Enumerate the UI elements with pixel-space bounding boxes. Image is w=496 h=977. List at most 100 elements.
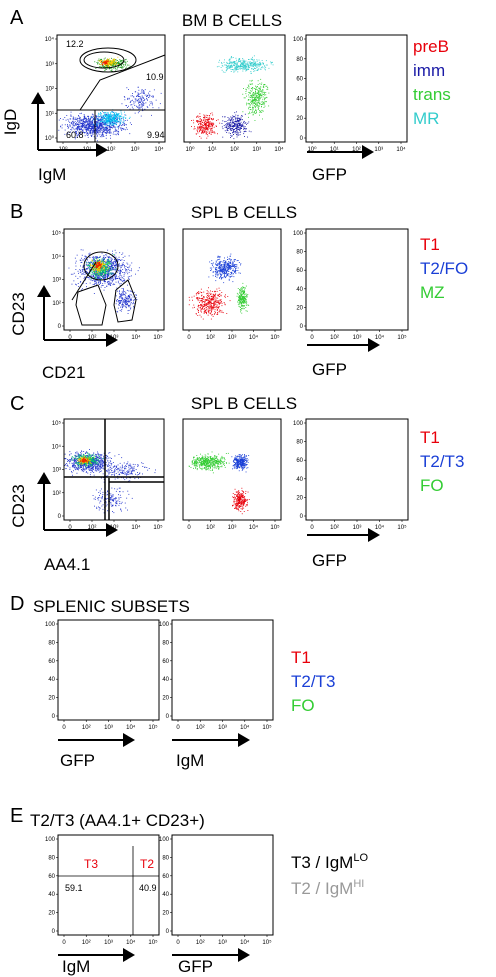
dot bbox=[95, 123, 97, 125]
dot bbox=[102, 135, 104, 137]
dot bbox=[219, 273, 221, 275]
dot bbox=[243, 65, 245, 67]
dot bbox=[115, 59, 117, 61]
dot bbox=[90, 125, 92, 127]
dot bbox=[113, 278, 115, 280]
dot bbox=[101, 125, 103, 127]
dot bbox=[228, 123, 230, 125]
dot bbox=[93, 276, 95, 278]
dot bbox=[96, 268, 97, 270]
dot bbox=[235, 114, 237, 116]
dot bbox=[210, 124, 212, 126]
dot bbox=[119, 119, 121, 121]
dot bbox=[138, 100, 140, 102]
dot bbox=[232, 115, 234, 117]
dot bbox=[92, 256, 94, 258]
dot bbox=[218, 262, 220, 264]
dot bbox=[219, 271, 221, 273]
dot bbox=[102, 266, 104, 268]
dot bbox=[228, 265, 230, 267]
dot bbox=[108, 263, 110, 265]
dot bbox=[205, 114, 207, 116]
dot bbox=[114, 119, 116, 121]
dot bbox=[238, 123, 240, 124]
dot bbox=[114, 61, 116, 63]
dot bbox=[109, 120, 111, 122]
dot bbox=[220, 274, 222, 276]
dot bbox=[126, 105, 127, 107]
dot bbox=[93, 258, 95, 260]
dot bbox=[106, 121, 107, 123]
dot bbox=[239, 130, 241, 131]
dot bbox=[101, 66, 103, 68]
dot bbox=[112, 273, 114, 274]
dot bbox=[106, 285, 108, 287]
dot bbox=[152, 96, 154, 98]
dot bbox=[100, 123, 102, 124]
dot bbox=[210, 122, 212, 124]
dot bbox=[204, 117, 205, 119]
dot bbox=[89, 273, 91, 275]
dot bbox=[226, 269, 227, 271]
dot bbox=[78, 133, 80, 134]
dot bbox=[243, 133, 245, 135]
dot bbox=[95, 137, 97, 139]
dot bbox=[125, 307, 127, 309]
dot bbox=[123, 116, 125, 118]
dot bbox=[227, 125, 229, 127]
dot bbox=[108, 66, 110, 68]
dot bbox=[104, 117, 106, 119]
dot bbox=[221, 126, 223, 128]
dot bbox=[85, 263, 87, 265]
dot bbox=[97, 261, 98, 263]
dot bbox=[121, 266, 122, 268]
dot bbox=[80, 125, 82, 127]
dot bbox=[233, 68, 235, 70]
dot bbox=[122, 280, 124, 281]
dot bbox=[210, 134, 212, 135]
dot bbox=[111, 266, 113, 268]
dot bbox=[222, 269, 223, 270]
dot bbox=[76, 128, 78, 130]
dot bbox=[89, 119, 91, 121]
dot bbox=[242, 119, 243, 121]
dot bbox=[120, 283, 122, 285]
dot bbox=[211, 260, 213, 262]
dot bbox=[121, 301, 123, 303]
dot bbox=[91, 135, 93, 137]
dot bbox=[139, 104, 141, 106]
dot bbox=[100, 59, 101, 61]
dot bbox=[242, 63, 244, 64]
dot bbox=[102, 63, 104, 65]
dot bbox=[107, 130, 109, 131]
dot bbox=[98, 271, 100, 273]
dot bbox=[223, 269, 225, 271]
dot bbox=[98, 265, 100, 267]
dot bbox=[107, 65, 109, 67]
dot bbox=[89, 252, 91, 254]
dot bbox=[98, 277, 100, 279]
dot bbox=[92, 124, 94, 126]
dot bbox=[196, 129, 198, 131]
dot bbox=[110, 263, 112, 264]
dot bbox=[209, 121, 211, 123]
dot bbox=[81, 257, 82, 259]
dot bbox=[231, 56, 232, 57]
dot bbox=[255, 112, 257, 114]
dot bbox=[260, 64, 262, 66]
dot bbox=[220, 276, 221, 277]
dot bbox=[243, 61, 245, 62]
dot bbox=[243, 59, 245, 61]
dot bbox=[122, 252, 124, 254]
dot bbox=[235, 68, 236, 70]
dot bbox=[207, 135, 209, 137]
dot bbox=[233, 129, 234, 131]
dot bbox=[92, 131, 94, 133]
dot bbox=[196, 116, 197, 118]
dot bbox=[82, 265, 84, 267]
dot bbox=[138, 108, 140, 110]
dot bbox=[144, 89, 146, 91]
dot bbox=[228, 119, 230, 120]
dot bbox=[83, 115, 85, 117]
dot bbox=[80, 128, 82, 130]
